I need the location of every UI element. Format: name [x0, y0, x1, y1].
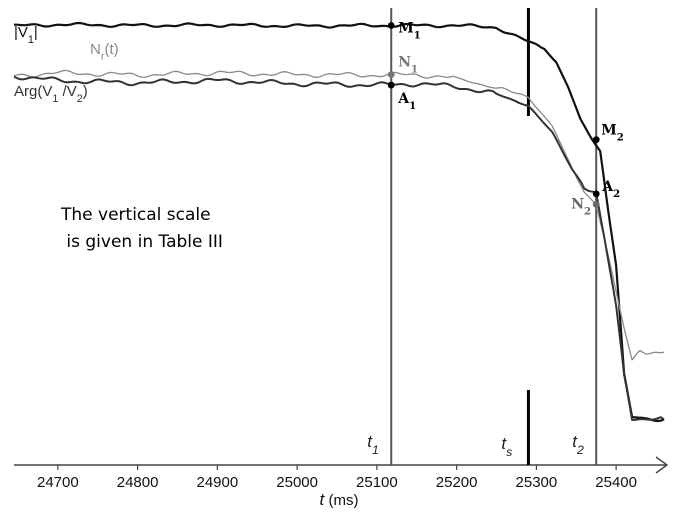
- ts-marker-label: ts: [501, 434, 512, 459]
- series-label-part: 1: [52, 93, 58, 105]
- axes: 24700 24800 24900 25000 25100 25200 25300 25400…: [14, 456, 669, 509]
- point-N2: [592, 200, 600, 208]
- point-A1: [387, 81, 395, 89]
- point-label-main: N: [571, 196, 584, 212]
- x-tick-label: 25000: [276, 474, 318, 491]
- series-group: [13, 22, 665, 423]
- vertical-line-label: t2: [572, 432, 584, 457]
- series-label-part: 1: [28, 34, 34, 46]
- point-M1: [387, 22, 395, 29]
- x-axis-variable: t: [320, 490, 326, 509]
- series-label-part: 2: [77, 93, 83, 105]
- point-label-main: M: [601, 123, 617, 139]
- point-A2: [592, 190, 600, 198]
- x-tick-label: 24800: [117, 474, 159, 491]
- series-label-part: Arg(V: [14, 83, 52, 100]
- marker-sub: s: [506, 445, 512, 459]
- point-label-main: M: [398, 20, 414, 36]
- marker-main: t: [367, 432, 373, 451]
- scale-note-line: The vertical scale: [60, 205, 211, 225]
- point-label: N1: [398, 55, 418, 76]
- series-label-part: (t): [104, 41, 118, 58]
- point-label-main: A: [397, 91, 410, 107]
- x-tick-label: 24700: [37, 474, 79, 491]
- point-label-sub: 1: [409, 101, 416, 112]
- point-label: N2: [571, 196, 591, 217]
- series-label-part: ): [83, 83, 88, 100]
- point-label-main: A: [601, 179, 614, 195]
- marker-sub: 2: [576, 443, 584, 457]
- x-tick-label: 24900: [197, 474, 239, 491]
- vertical-line-label: t1: [367, 432, 379, 457]
- series-label-2: Arg(V1 /V2): [14, 83, 88, 105]
- series-label-part: |V: [14, 24, 28, 41]
- marker-main: t: [572, 432, 578, 451]
- series-line-2: [13, 75, 665, 421]
- point-label: M2: [601, 123, 624, 144]
- series-label-part: /V: [58, 83, 76, 100]
- series-label-1: Nr(t): [90, 41, 119, 63]
- points-group: [387, 22, 600, 208]
- point-label-sub: 1: [411, 64, 418, 75]
- series-label-part: |: [34, 24, 38, 41]
- point-label-sub: 2: [584, 206, 591, 217]
- point-N1: [387, 71, 395, 79]
- point-label: A2: [601, 179, 620, 200]
- point-label-sub: 1: [414, 30, 421, 41]
- x-tick-label: 25400: [595, 474, 637, 491]
- series-label-part: r: [101, 51, 105, 63]
- x-axis-label: t (ms): [320, 490, 359, 509]
- x-tick-label: 25200: [436, 474, 478, 491]
- x-axis-unit: (ms): [324, 492, 358, 509]
- series-line-0: [14, 22, 665, 423]
- point-M2: [592, 136, 600, 144]
- point-label-sub: 2: [613, 188, 620, 199]
- point-label-main: N: [398, 55, 411, 71]
- x-tick-label: 25300: [516, 474, 558, 491]
- series-label-part: N: [90, 41, 101, 58]
- scale-note-line: is given in Table III: [61, 232, 223, 252]
- x-tick-label: 25100: [356, 474, 398, 491]
- point-label-sub: 2: [617, 132, 624, 143]
- point-label: M1: [398, 20, 421, 41]
- point-label: A1: [397, 91, 416, 112]
- series-line-1: [13, 69, 665, 361]
- marker-sub: 1: [372, 443, 379, 457]
- marker-main: t: [501, 434, 507, 453]
- series-label-0: |V1|: [14, 24, 38, 46]
- x-axis-arrow: [655, 456, 669, 474]
